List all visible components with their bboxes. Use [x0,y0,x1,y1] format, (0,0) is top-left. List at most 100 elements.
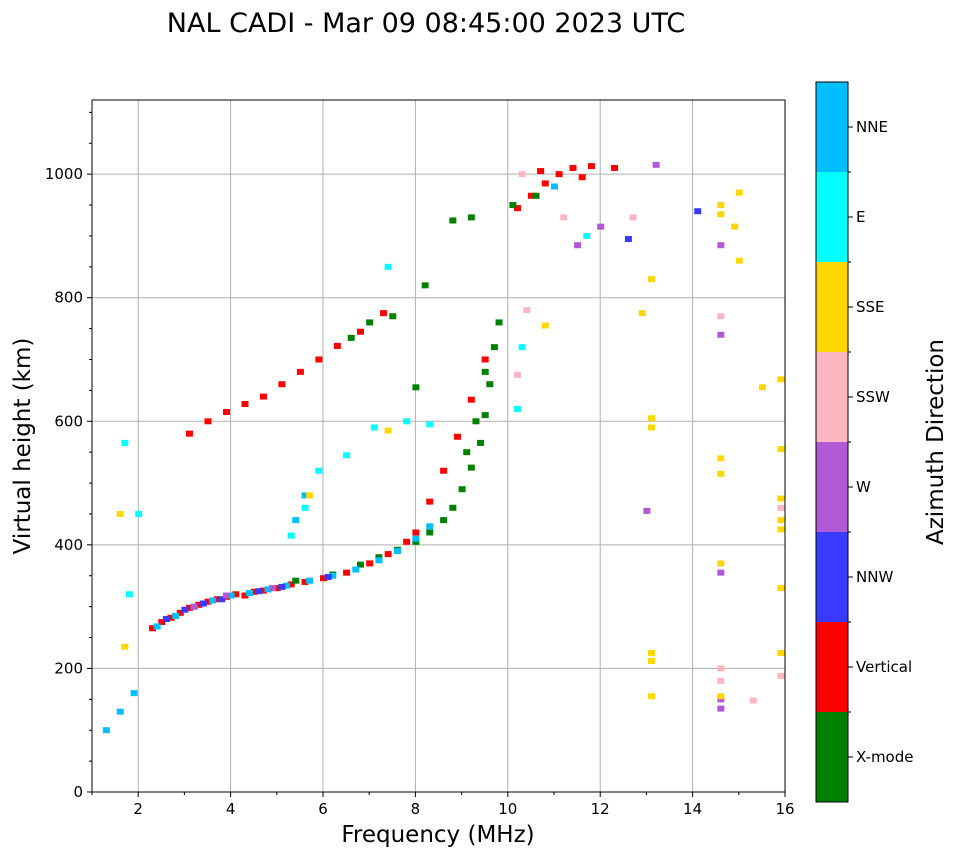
y-tick-label: 600 [54,412,83,430]
series-nnw [162,208,702,622]
data-point [121,439,129,446]
colorbar-segment [816,712,848,802]
data-point [458,486,466,493]
data-point [527,192,535,199]
data-point [186,604,194,611]
data-point [638,310,646,317]
data-point [467,396,475,403]
data-point [541,322,549,329]
data-point [255,588,263,595]
data-point [241,400,249,407]
data-point [463,449,471,456]
data-point [102,727,110,734]
series-vertical [149,163,619,632]
data-point [440,517,448,524]
data-point [440,467,448,474]
data-point [777,495,785,502]
data-point [125,591,133,598]
data-point [116,510,124,517]
data-point [315,467,323,474]
data-point [343,452,351,459]
data-point [717,313,725,320]
data-point [648,649,656,656]
chart-title: NAL CADI - Mar 09 08:45:00 2023 UTC [167,8,685,39]
x-tick-label: 10 [498,800,517,818]
x-tick-label: 16 [775,800,794,818]
data-point [717,665,725,672]
data-point [717,331,725,338]
data-point [694,208,702,215]
data-point [777,517,785,524]
data-point [370,424,378,431]
data-point [306,577,314,584]
data-point [209,597,217,604]
data-point [181,606,189,613]
data-point [472,418,480,425]
data-point [227,592,235,599]
data-point [264,586,272,593]
data-point [777,376,785,383]
data-point [135,510,143,517]
colorbar-segment [816,442,848,532]
data-point [551,183,558,190]
data-point [246,590,254,597]
data-point [467,464,475,471]
data-point [717,470,725,477]
colorbar-tick-label: Vertical [856,658,912,676]
data-point [315,356,323,363]
data-marks [102,161,785,734]
data-point [467,214,475,221]
y-axis-label: Virtual height (km) [10,338,36,555]
series-e [121,232,591,598]
axis-ticks: 2 4 6 8 10 12 14 16 0 200 400 600 800 1000 [45,111,795,818]
colorbar-border [815,81,849,803]
x-tick-label: 4 [226,800,236,818]
data-point [375,554,383,561]
data-point [578,174,586,181]
colorbar-segment [816,172,848,262]
data-point [329,572,337,579]
series-ssw [514,171,785,704]
data-point [204,418,212,425]
data-point [186,430,194,437]
data-point [380,310,388,317]
data-point [717,202,725,209]
data-point [356,328,364,335]
data-point [514,371,522,378]
colorbar-tick-label: NNE [856,118,888,136]
data-point [278,583,286,590]
data-point [560,214,568,221]
data-point [412,529,420,536]
data-point [735,189,743,196]
data-point [518,171,526,178]
data-point [758,384,766,391]
data-point [717,569,725,576]
data-point [643,507,651,514]
data-point [495,319,503,326]
data-point [218,596,226,603]
data-point [486,381,494,388]
series-w [190,161,725,712]
data-point [199,600,207,607]
data-point [241,592,249,599]
data-point [731,223,739,230]
data-point [518,344,526,351]
colorbar-tick-label: SSE [856,298,885,316]
data-point [777,504,785,511]
data-point [121,643,129,650]
data-point [412,535,420,542]
data-point [366,560,374,567]
data-point [162,616,170,622]
data-point [648,658,656,665]
data-point [629,214,637,221]
colorbar-tick-label: W [856,478,871,496]
data-point [624,236,632,243]
data-point [384,551,392,558]
colorbar: X-mode Vertical NNW W SSW SSE E NNE [815,81,913,803]
data-point [426,529,434,536]
data-point [259,393,267,400]
data-point [320,575,327,582]
data-point [717,211,725,218]
y-tick-label: 0 [73,783,83,801]
data-point [611,164,619,171]
